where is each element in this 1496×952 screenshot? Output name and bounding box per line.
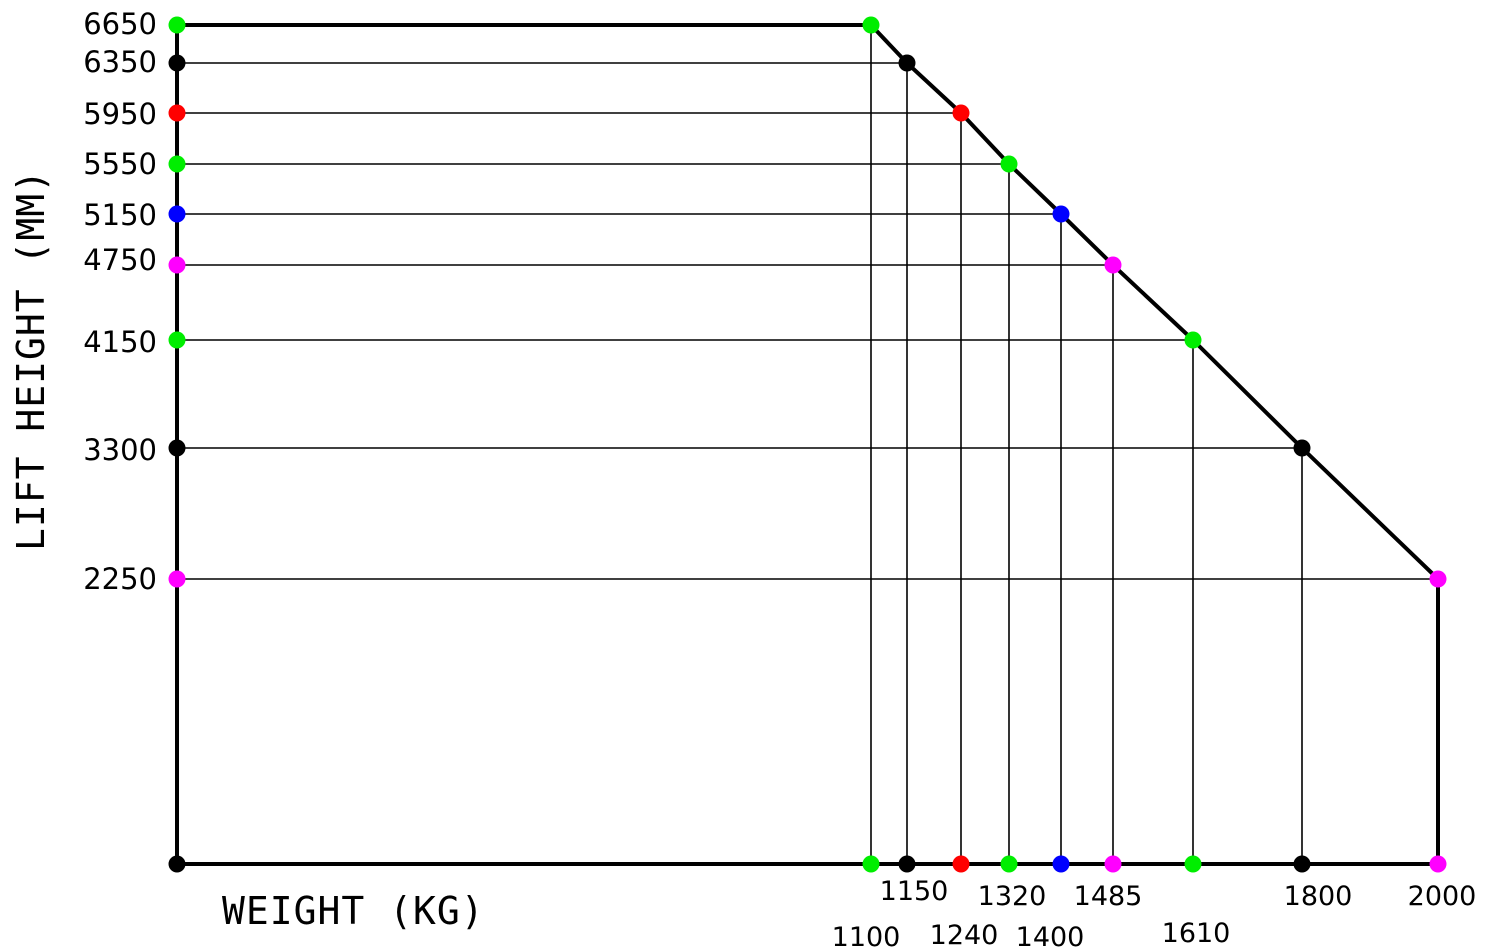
y-tick-4150: 4150 [83,325,157,359]
y-axis-point-6650 [168,16,186,34]
y-tick-5150: 5150 [83,198,157,232]
origin-point [168,855,186,873]
curve-point-2000-2250 [1429,570,1447,588]
curve-point-1485-4750 [1104,256,1122,274]
y-axis-point-5550 [168,155,186,173]
x-axis-point-1320 [1000,855,1018,873]
curve-point-1100-6650 [862,16,880,34]
x-axis-point-1150 [898,855,916,873]
x-axis-point-1100 [862,855,880,873]
y-axis-point-3300 [168,439,186,457]
y-axis-label: LIFT HEIGHT (MM) [9,169,53,551]
x-tick-1240: 1240 [930,920,999,951]
x-axis-point-1610 [1184,855,1202,873]
x-tick-1100: 1100 [832,922,901,952]
y-axis-point-2250 [168,570,186,588]
x-axis-label: WEIGHT (KG) [222,889,485,933]
curve-point-1150-6350 [898,54,916,72]
curve-point-1400-5150 [1052,205,1070,223]
curve-point-1610-4150 [1184,331,1202,349]
x-axis-point-1240 [952,855,970,873]
y-axis-point-5150 [168,205,186,223]
y-tick-labels: 6650 6350 5950 5550 5150 4750 4150 3300 2250 [83,7,157,596]
x-axis-point-1400 [1052,855,1070,873]
y-tick-6350: 6350 [83,45,157,79]
y-axis-point-6350 [168,54,186,72]
x-tick-1610: 1610 [1162,918,1231,949]
y-tick-5950: 5950 [83,97,157,131]
x-axis-point-1485 [1104,855,1122,873]
x-tick-1150: 1150 [880,876,949,907]
y-tick-5550: 5550 [83,147,157,181]
data-markers [168,16,1447,873]
y-axis-point-4150 [168,331,186,349]
x-tick-labels: 1100 1150 1240 1320 1400 1485 1610 1800 2000 [832,876,1477,952]
x-tick-2000: 2000 [1408,881,1477,912]
y-tick-2250: 2250 [83,562,157,596]
x-axis-point-1800 [1293,855,1311,873]
y-axis-point-4750 [168,256,186,274]
guide-lines [177,24,1439,864]
curve-point-1320-5550 [1000,155,1018,173]
curve-point-1240-5950 [952,104,970,122]
x-tick-1800: 1800 [1284,881,1353,912]
x-tick-1400: 1400 [1016,922,1085,952]
x-tick-1320: 1320 [978,881,1047,912]
y-axis-point-5950 [168,104,186,122]
y-tick-3300: 3300 [83,433,157,467]
x-axis-point-2000 [1429,855,1447,873]
curve-point-1800-3300 [1293,439,1311,457]
y-tick-6650: 6650 [83,7,157,41]
chart-frame [175,23,1440,866]
x-tick-1485: 1485 [1074,881,1143,912]
y-tick-4750: 4750 [83,243,157,277]
